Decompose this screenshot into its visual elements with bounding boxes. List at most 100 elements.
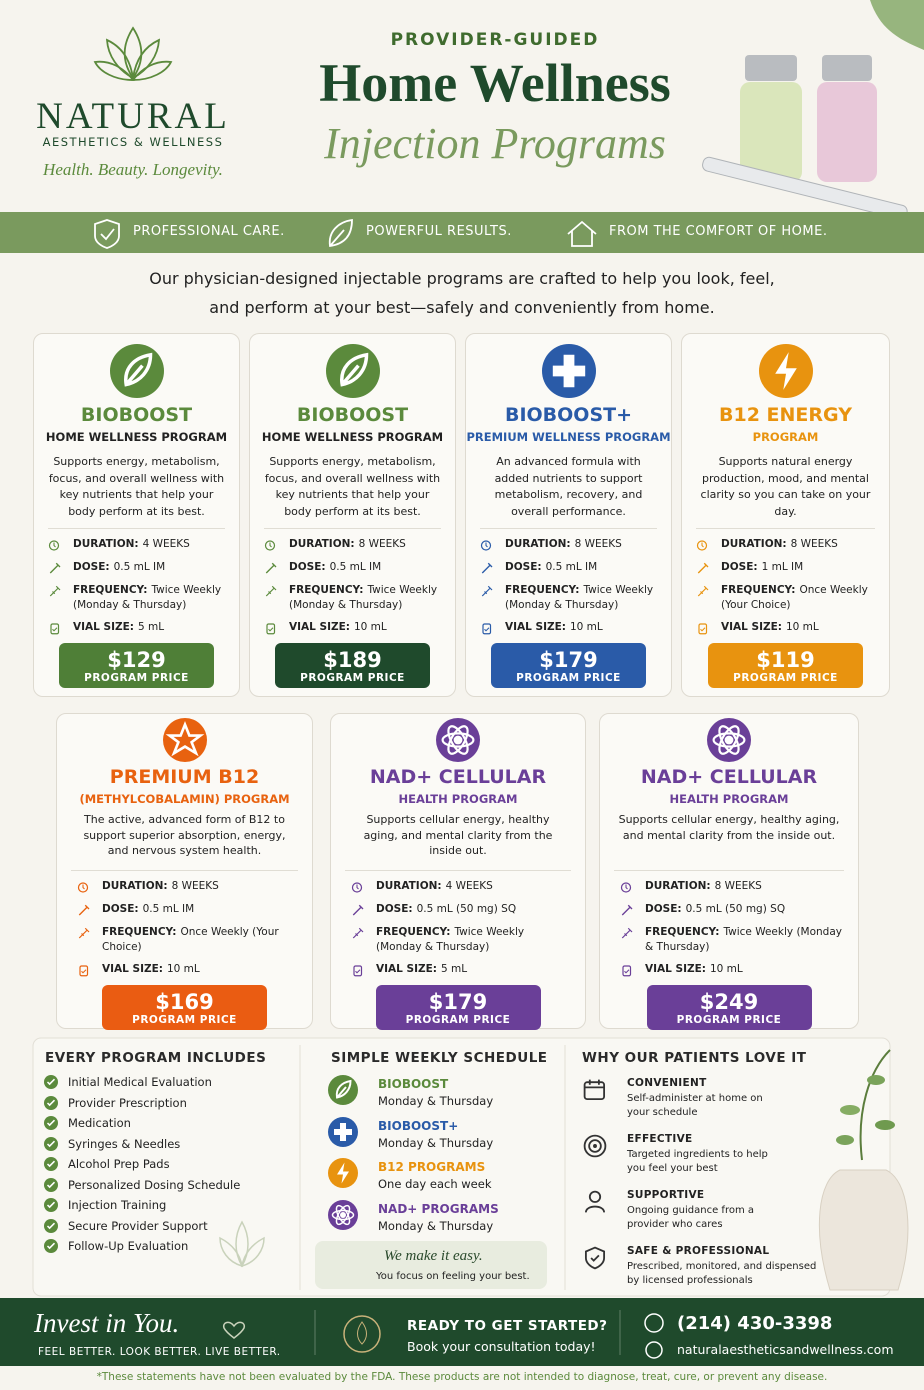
website[interactable]: naturalaestheticsandwellness.com xyxy=(677,1342,894,1357)
include-item: Medication xyxy=(44,1116,131,1130)
price-label: PROGRAM PRICE xyxy=(405,1014,511,1026)
program-name: PREMIUM B12 xyxy=(109,766,260,788)
detail-icon xyxy=(353,965,363,977)
detail-value: 0.5 mL IM xyxy=(113,561,166,573)
price-button[interactable]: $189 PROGRAM PRICE xyxy=(275,643,430,688)
detail-label: FREQUENCY: xyxy=(721,584,796,596)
include-item: Syringes & Needles xyxy=(44,1136,180,1151)
detail-label: DOSE: xyxy=(645,903,682,915)
footer-bg xyxy=(0,1298,924,1366)
price-button[interactable]: $179 PROGRAM PRICE xyxy=(375,985,541,1030)
footer-logo xyxy=(343,1315,381,1353)
detail-row: DOSE: 0.5 mL IM xyxy=(48,560,225,576)
why-text: Self-administer at home on your schedule xyxy=(627,1093,763,1118)
detail-icon xyxy=(49,562,61,574)
cta-title: READY TO GET STARTED? xyxy=(407,1318,608,1334)
schedule-days: Monday & Thursday xyxy=(378,1135,494,1150)
lotus-watermark xyxy=(219,1220,265,1268)
price-button[interactable]: $129 PROGRAM PRICE xyxy=(59,643,214,688)
detail-row: FREQUENCY: Once Weekly (Your Choice) xyxy=(77,925,298,955)
detail-label: DOSE: xyxy=(73,561,110,573)
detail-label: FREQUENCY: xyxy=(376,926,451,938)
detail-label: DOSE: xyxy=(289,561,326,573)
detail-value: 10 mL xyxy=(709,963,743,975)
detail-icon xyxy=(265,562,277,574)
detail-text: FREQUENCY: Twice Weekly (Monday & Thursda… xyxy=(645,925,844,955)
program-description: The active, advanced form of B12 to supp… xyxy=(83,813,286,857)
why-text: Targeted ingredients to help you feel yo… xyxy=(627,1149,768,1174)
check-icon xyxy=(44,1177,58,1192)
detail-text: DURATION: 8 WEEKS xyxy=(505,537,622,553)
detail-value: Once Weekly (Your Choice) xyxy=(102,926,279,953)
separator xyxy=(480,528,657,529)
why-title: SUPPORTIVE xyxy=(627,1189,705,1201)
check-icon xyxy=(44,1198,58,1212)
detail-label: VIAL SIZE: xyxy=(505,621,566,633)
detail-row: DURATION: 8 WEEKS xyxy=(620,879,844,895)
detail-text: DURATION: 8 WEEKS xyxy=(721,537,838,553)
check-icon xyxy=(44,1136,58,1151)
schedule-name: NAD+ PROGRAMS xyxy=(378,1201,499,1216)
separator xyxy=(696,528,875,529)
script-title: Injection Programs xyxy=(324,119,666,168)
include-item: Alcohol Prep Pads xyxy=(44,1157,170,1171)
banner-text: POWERFUL RESULTS. xyxy=(366,224,512,239)
detail-value: Twice Weekly (Monday & Thursday) xyxy=(376,926,525,953)
program-subtitle: HOME WELLNESS PROGRAM xyxy=(45,430,228,444)
program-card: NAD+ CELLULAR HEALTH PROGRAM Supports cell… xyxy=(330,713,586,1030)
detail-text: FREQUENCY: Twice Weekly (Monday & Thursda… xyxy=(505,583,657,613)
detail-row: VIAL SIZE: 10 mL xyxy=(696,620,875,636)
phone[interactable]: (214) 430-3398 xyxy=(677,1313,833,1334)
detail-icon xyxy=(77,882,89,893)
detail-icon xyxy=(78,927,90,939)
detail-value: 8 WEEKS xyxy=(574,538,622,550)
detail-label: DOSE: xyxy=(505,561,542,573)
detail-row: DOSE: 0.5 mL IM xyxy=(264,560,441,576)
detail-value: 8 WEEKS xyxy=(358,538,406,550)
intro-line: and perform at your best—safely and conv… xyxy=(209,298,715,317)
detail-value: Once Weekly (Your Choice) xyxy=(721,584,868,611)
program-name: BIOBOOST xyxy=(80,404,193,426)
detail-row: DOSE: 0.5 mL (50 mg) SQ xyxy=(351,902,571,918)
price: $179 xyxy=(539,648,598,672)
price-button[interactable]: $169 PROGRAM PRICE xyxy=(102,985,267,1030)
detail-row: DURATION: 8 WEEKS xyxy=(696,537,875,553)
program-subtitle: PREMIUM WELLNESS PROGRAM xyxy=(466,430,671,444)
schedule-days: Monday & Thursday xyxy=(378,1094,494,1108)
detail-icon xyxy=(79,965,89,977)
detail-icon xyxy=(50,623,60,635)
detail-text: DURATION: 8 WEEKS xyxy=(102,879,219,895)
price: $189 xyxy=(323,648,382,672)
program-description: Supports cellular energy, healthy aging,… xyxy=(363,813,553,857)
program-subtitle: HEALTH PROGRAM xyxy=(398,792,518,806)
section-title: WHY OUR PATIENTS LOVE IT xyxy=(582,1050,807,1066)
detail-label: DURATION: xyxy=(645,880,711,892)
detail-icon xyxy=(48,540,60,551)
note-text: You focus on feeling your best. xyxy=(376,1271,530,1282)
price-label: PROGRAM PRICE xyxy=(132,1014,237,1026)
program-card: NAD+ CELLULAR HEALTH PROGRAM Supports cell… xyxy=(599,713,859,1030)
section-title: EVERY PROGRAM INCLUDES xyxy=(45,1050,267,1066)
schedule-name: B12 PROGRAMS xyxy=(378,1160,486,1174)
detail-row: VIAL SIZE: 5 mL xyxy=(351,962,571,978)
include-text: Follow-Up Evaluation xyxy=(68,1239,189,1253)
price-button[interactable]: $119 PROGRAM PRICE xyxy=(708,643,863,688)
program-name: BIOBOOST xyxy=(296,404,409,426)
detail-value: 5 mL xyxy=(440,963,468,975)
program-card: BIOBOOST+ PREMIUM WELLNESS PROGRAM An adva… xyxy=(465,333,672,697)
detail-label: DURATION: xyxy=(102,880,168,892)
detail-text: DOSE: 0.5 mL (50 mg) SQ xyxy=(645,902,785,918)
detail-text: VIAL SIZE: 10 mL xyxy=(645,962,743,978)
program-card: B12 ENERGY PROGRAM Supports natural energy… xyxy=(681,333,890,697)
detail-value: 4 WEEKS xyxy=(142,538,190,550)
price-button[interactable]: $249 PROGRAM PRICE xyxy=(646,985,812,1030)
program-icon xyxy=(325,344,380,398)
detail-label: FREQUENCY: xyxy=(289,584,364,596)
detail-text: DURATION: 8 WEEKS xyxy=(645,879,762,895)
price-button[interactable]: $179 PROGRAM PRICE xyxy=(491,643,646,688)
program-description: An advanced formula with added nutrients… xyxy=(494,455,643,518)
why-icon xyxy=(583,1079,606,1101)
detail-row: VIAL SIZE: 10 mL xyxy=(77,962,298,978)
